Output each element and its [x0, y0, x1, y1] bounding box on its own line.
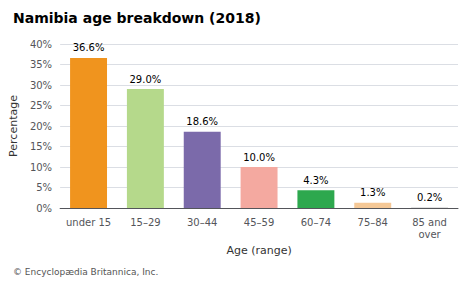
svg-text:Age (range): Age (range): [226, 244, 291, 257]
svg-text:20%: 20%: [30, 121, 52, 132]
svg-text:Percentage: Percentage: [7, 95, 20, 157]
svg-text:10%: 10%: [30, 162, 52, 173]
svg-text:30%: 30%: [30, 80, 52, 91]
svg-text:36.6%: 36.6%: [73, 42, 105, 53]
svg-text:75–84: 75–84: [358, 217, 388, 228]
svg-text:0%: 0%: [36, 203, 52, 214]
svg-text:18.6%: 18.6%: [186, 116, 218, 127]
svg-text:5%: 5%: [36, 182, 52, 193]
svg-text:Namibia age breakdown (2018): Namibia age breakdown (2018): [13, 10, 261, 26]
svg-text:© Encyclopædia Britannica, Inc: © Encyclopædia Britannica, Inc.: [13, 267, 158, 277]
svg-text:under 15: under 15: [66, 217, 111, 228]
svg-text:over: over: [418, 229, 441, 240]
svg-text:15%: 15%: [30, 141, 52, 152]
svg-text:85 and: 85 and: [412, 217, 447, 228]
svg-text:1.3%: 1.3%: [360, 187, 385, 198]
svg-text:4.3%: 4.3%: [303, 175, 328, 186]
svg-text:29.0%: 29.0%: [129, 74, 161, 85]
svg-text:45–59: 45–59: [244, 217, 274, 228]
svg-text:10.0%: 10.0%: [243, 152, 275, 163]
svg-text:0.2%: 0.2%: [417, 192, 442, 203]
svg-text:15–29: 15–29: [130, 217, 160, 228]
svg-text:35%: 35%: [30, 59, 52, 70]
svg-text:60–74: 60–74: [301, 217, 331, 228]
svg-text:30–44: 30–44: [187, 217, 217, 228]
svg-text:25%: 25%: [30, 100, 52, 111]
svg-text:40%: 40%: [30, 39, 52, 50]
